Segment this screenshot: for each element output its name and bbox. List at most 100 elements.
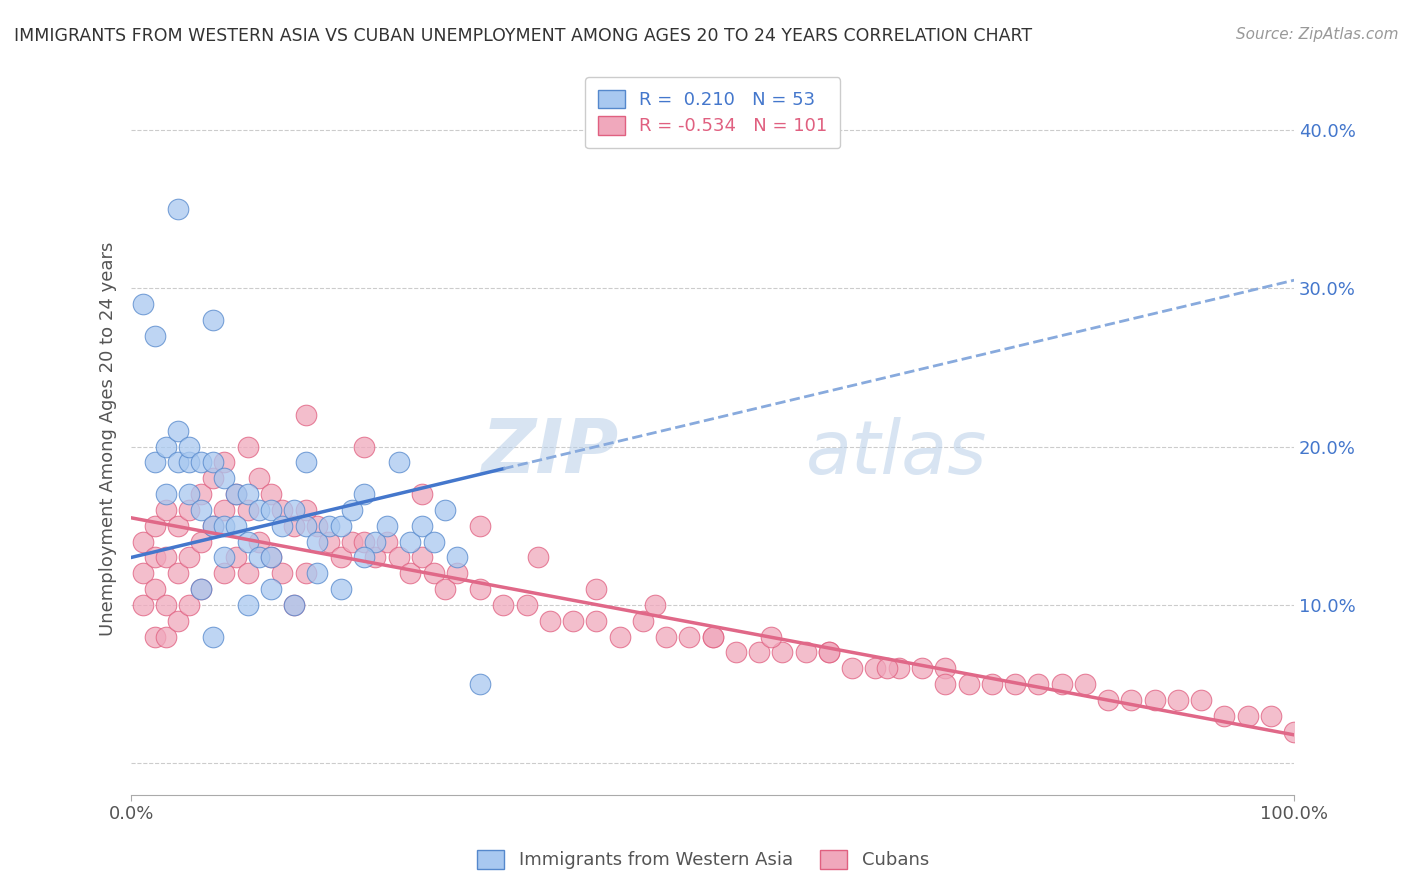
Point (353, 534, 375, 549)
Point (247, 534, 270, 549)
Point (166, 455, 188, 469)
Point (1050, 677, 1073, 691)
Point (143, 582, 166, 596)
Point (283, 598, 305, 612)
Point (225, 487, 247, 501)
Point (1236, 709, 1258, 723)
Point (1004, 677, 1026, 691)
Point (887, 661, 910, 675)
Point (179, 550, 201, 565)
Point (911, 661, 934, 675)
Point (516, 598, 538, 612)
Point (748, 645, 770, 659)
Point (214, 566, 236, 581)
Point (294, 503, 316, 517)
Point (865, 661, 887, 675)
Point (214, 455, 236, 469)
Point (818, 645, 841, 659)
Point (353, 487, 375, 501)
Point (179, 455, 201, 469)
Point (166, 518, 188, 533)
Point (841, 661, 863, 675)
Point (399, 534, 422, 549)
Point (190, 582, 212, 596)
Point (724, 645, 747, 659)
Text: atlas: atlas (806, 417, 987, 489)
Point (1213, 709, 1236, 723)
Point (329, 518, 352, 533)
Point (236, 534, 259, 549)
Point (214, 471, 236, 485)
Point (468, 582, 491, 596)
Point (434, 582, 457, 596)
Point (388, 455, 411, 469)
Point (957, 677, 980, 691)
Point (631, 614, 654, 628)
Point (247, 503, 270, 517)
Point (375, 534, 398, 549)
Point (434, 503, 457, 517)
Point (678, 630, 700, 644)
Point (702, 630, 724, 644)
Point (644, 598, 666, 612)
Point (201, 455, 224, 469)
Point (236, 566, 259, 581)
Point (201, 471, 224, 485)
Point (260, 582, 283, 596)
Point (411, 518, 433, 533)
Point (934, 677, 956, 691)
Point (422, 566, 444, 581)
Point (294, 566, 316, 581)
Point (271, 566, 294, 581)
Point (155, 487, 177, 501)
Point (329, 582, 352, 596)
Point (143, 455, 166, 469)
Point (1097, 693, 1119, 707)
Point (201, 313, 224, 327)
Point (143, 630, 166, 644)
Point (527, 550, 550, 565)
Point (818, 645, 841, 659)
Point (190, 487, 212, 501)
Point (609, 630, 631, 644)
Point (772, 645, 794, 659)
Point (492, 598, 515, 612)
Point (247, 471, 270, 485)
Point (132, 297, 155, 311)
Point (934, 661, 956, 675)
Point (329, 550, 352, 565)
Point (271, 503, 294, 517)
Point (214, 503, 236, 517)
Point (468, 518, 491, 533)
Point (340, 534, 363, 549)
Point (364, 534, 387, 549)
Point (155, 630, 177, 644)
Point (562, 614, 585, 628)
Point (132, 534, 155, 549)
Point (236, 487, 259, 501)
Point (1074, 677, 1097, 691)
Point (388, 550, 411, 565)
Point (364, 550, 387, 565)
Point (1282, 724, 1305, 739)
Point (236, 598, 259, 612)
Point (446, 550, 468, 565)
Point (468, 677, 491, 691)
Point (260, 487, 283, 501)
Text: ZIP: ZIP (482, 417, 620, 490)
Point (538, 614, 561, 628)
Point (214, 550, 236, 565)
Point (294, 408, 316, 422)
Point (132, 598, 155, 612)
Point (1026, 677, 1049, 691)
Point (179, 598, 201, 612)
Point (585, 614, 607, 628)
Point (155, 598, 177, 612)
Legend: R =  0.210   N = 53, R = -0.534   N = 101: R = 0.210 N = 53, R = -0.534 N = 101 (585, 77, 841, 148)
Point (260, 550, 283, 565)
Point (201, 518, 224, 533)
Point (201, 630, 224, 644)
Point (283, 598, 305, 612)
Point (166, 202, 188, 216)
Point (225, 518, 247, 533)
